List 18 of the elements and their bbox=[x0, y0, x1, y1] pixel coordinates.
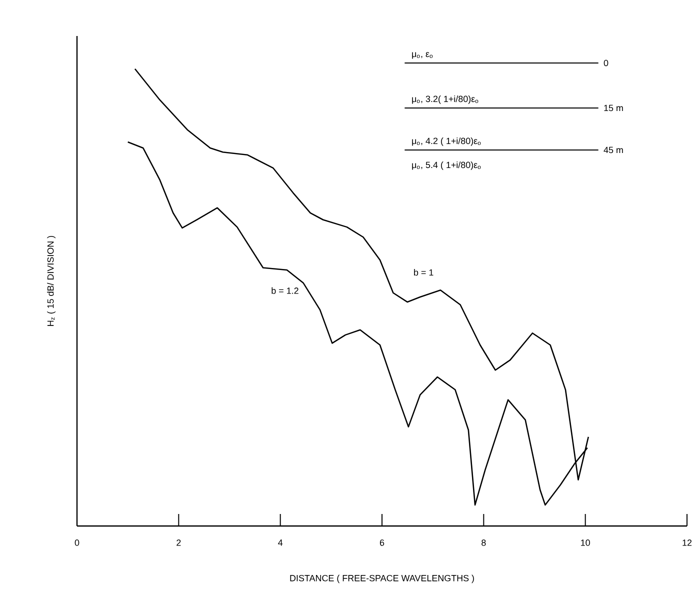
x-tick-label: 12 bbox=[682, 540, 692, 546]
annotation: μ$_{o}$, 3.2( 1+i/80)ε$_{o}$ bbox=[412, 95, 478, 104]
text: μ$_{o}$, ε$_{o}$ bbox=[412, 52, 433, 59]
series-label: b = 1.2 bbox=[272, 287, 298, 294]
x-tick-label: 8 bbox=[482, 540, 486, 546]
series-label: b = 1 bbox=[414, 269, 434, 276]
x-tick-label: 6 bbox=[380, 540, 384, 546]
x-tick-label: 0 bbox=[74, 540, 80, 546]
x-tick-label: 10 bbox=[581, 540, 590, 546]
x-tick-label: 2 bbox=[176, 540, 181, 546]
annotation: 45 m bbox=[604, 146, 623, 154]
annotation: μ$_{o}$, 4.2 ( 1+i/80)ε$_{o}$ bbox=[412, 137, 481, 146]
x-tick-label: 4 bbox=[278, 540, 283, 546]
annotation: 15 m bbox=[604, 104, 623, 112]
annotation: μ$_{o}$, 5.4 ( 1+i/80)ε$_{o}$ bbox=[412, 161, 481, 170]
y-axis-title: H$_{z}$ ( 15 dB/ DIVISION ) bbox=[47, 236, 56, 326]
text: 0 bbox=[604, 60, 608, 66]
x-axis-title: DISTANCE ( FREE-SPACE WAVELENGTHS ) bbox=[290, 574, 474, 584]
